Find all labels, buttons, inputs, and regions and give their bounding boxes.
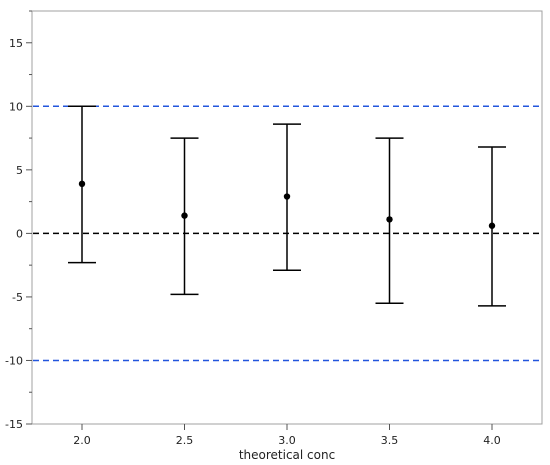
y-tick-label: 0 — [16, 227, 23, 240]
y-tick-label: 5 — [16, 164, 23, 177]
x-tick-label: 2.5 — [176, 434, 194, 447]
y-axis: -15 -10 -5 0 5 10 15 — [5, 10, 32, 431]
mean-point — [78, 180, 86, 188]
mean-point — [181, 212, 188, 219]
y-tick-label: -10 — [5, 354, 23, 367]
mean-point — [488, 222, 496, 229]
x-axis-title: theoretical conc — [239, 448, 335, 462]
x-tick-label: 3.0 — [278, 434, 296, 447]
x-axis: 2.0 2.5 3.0 3.5 4.0 — [73, 424, 501, 447]
y-tick-label: -15 — [5, 418, 23, 431]
y-tick-label: 10 — [9, 100, 23, 113]
mean-point — [283, 193, 291, 200]
error-bars — [68, 105, 506, 307]
x-tick-label: 2.0 — [73, 434, 91, 447]
mean-point — [386, 216, 393, 223]
x-tick-label: 3.5 — [381, 434, 399, 447]
y-tick-label: -5 — [12, 291, 23, 304]
x-tick-label: 4.0 — [483, 434, 501, 447]
y-tick-label: 15 — [9, 37, 23, 50]
